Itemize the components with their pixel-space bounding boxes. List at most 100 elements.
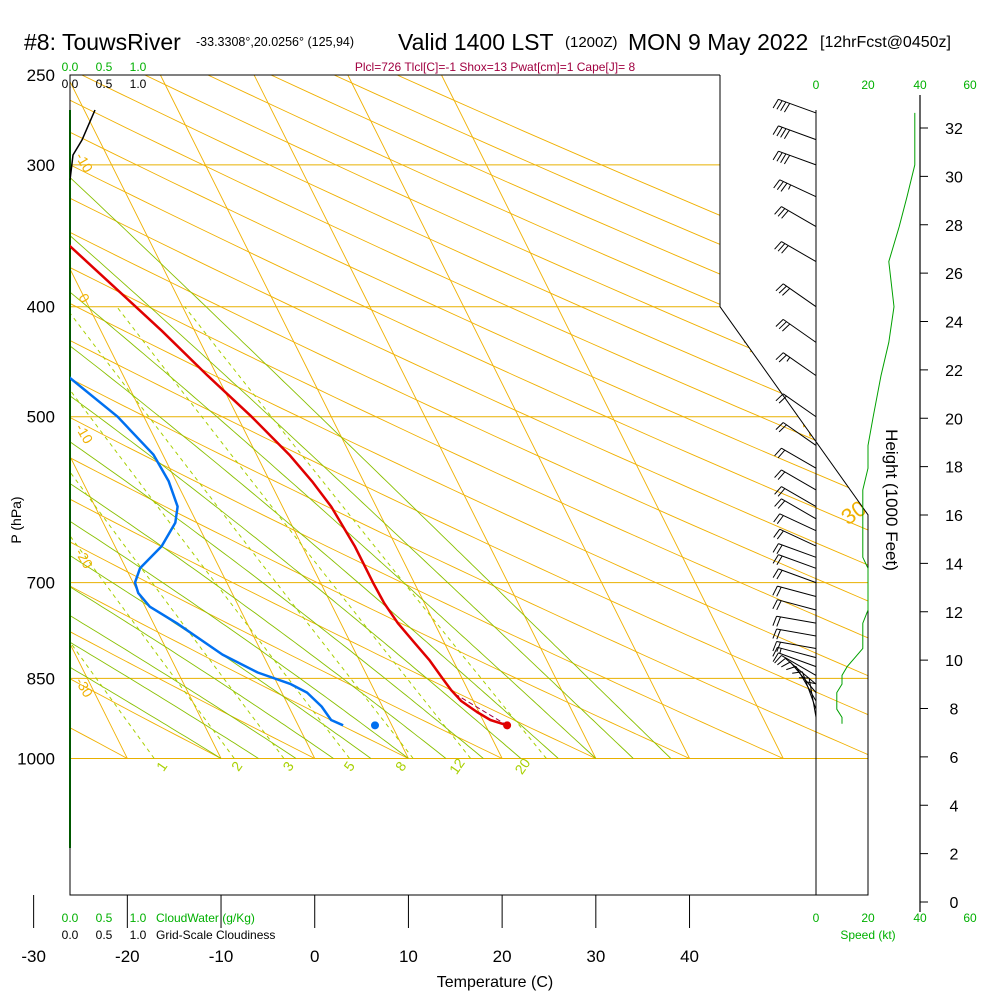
dry-adiabat-label: 0	[718, 225, 742, 253]
height-tick-label: 2	[950, 847, 959, 864]
moist-adiabat	[70, 75, 559, 759]
height-tick-label: 22	[945, 363, 963, 380]
wind-barb	[798, 677, 817, 718]
pressure-tick-label: 400	[27, 298, 55, 317]
dry-adiabat	[70, 75, 868, 759]
isotherm	[347, 75, 690, 759]
pressure-tick-label: 300	[27, 156, 55, 175]
wind-barb	[773, 528, 817, 547]
height-tick-label: 0	[950, 895, 959, 912]
wind-barb	[775, 422, 817, 446]
cloudiness-tick: 0.5	[96, 928, 113, 942]
wind-barb	[774, 498, 817, 520]
x-axis-title: Temperature (C)	[437, 974, 553, 991]
wind-speed-tick: 60	[963, 911, 977, 925]
dry-adiabat	[70, 75, 868, 759]
cloud-water-tick: 0.5	[96, 60, 113, 74]
height-tick-label: 4	[950, 798, 959, 815]
height-tick-label: 14	[945, 556, 963, 573]
wind-panel: 0 20 40 60 0 20 40 60	[772, 78, 977, 925]
wind-speed-tick: 0	[813, 78, 820, 92]
wind-speed-tick: 20	[861, 911, 875, 925]
pressure-tick-label: 850	[27, 669, 55, 688]
dry-adiabat	[70, 75, 868, 759]
wind-speed-tick: 40	[913, 911, 927, 925]
cloudiness-tick: 0.0	[62, 928, 79, 942]
wind-barb	[772, 628, 817, 640]
isotherm	[441, 75, 784, 759]
dry-adiabat	[70, 75, 409, 759]
dry-adiabat	[70, 75, 784, 759]
dry-adiabat	[165, 75, 868, 759]
thermo-grid	[70, 75, 868, 759]
isotherm	[253, 75, 597, 759]
moist-adiabat	[70, 75, 672, 759]
mixing-ratio-label: 2	[228, 758, 246, 774]
dry-adiabat	[70, 75, 868, 759]
wind-barb	[775, 283, 817, 308]
wind-barb	[774, 447, 817, 469]
mixing-ratio-line	[70, 306, 285, 759]
mixing-ratio-line	[70, 306, 350, 759]
temperature-trace	[70, 100, 508, 727]
dry-adiabat	[70, 75, 868, 759]
moist-adiabat	[70, 75, 334, 759]
cloud-water-tick: 0.0	[62, 60, 79, 74]
dry-adiabat	[70, 75, 868, 759]
wind-barb	[772, 543, 817, 558]
temp-tick-label: -20	[115, 947, 140, 966]
dry-adiabat	[70, 75, 222, 759]
cloudiness-profile	[69, 109, 96, 181]
wind-barb	[772, 585, 817, 597]
wind-barb	[774, 206, 817, 228]
dry-adiabat	[70, 75, 503, 759]
wind-barb	[775, 393, 817, 418]
height-tick-label: 30	[945, 169, 963, 186]
dry-adiabat	[227, 75, 868, 759]
mixing-ratio-label: 5	[340, 758, 358, 774]
height-tick-label: 24	[945, 315, 963, 332]
wind-barb	[772, 98, 817, 114]
dry-adiabat	[70, 75, 690, 759]
temp-tick-label: -30	[21, 947, 46, 966]
station-coords: -33.3308°,20.0256° (125,94)	[196, 35, 354, 49]
isotherm-label: -10	[72, 150, 96, 176]
wind-speed-tick: 40	[913, 78, 927, 92]
moist-adiabat	[70, 75, 522, 759]
date-label: MON 9 May 2022	[628, 29, 808, 55]
wind-barb	[775, 318, 817, 343]
cloud-water-tick: 1.0	[130, 60, 147, 74]
pressure-tick-label: 1000	[17, 749, 55, 768]
cloud-water-tick: 1.0	[130, 911, 147, 925]
wind-speed-tick: 60	[963, 78, 977, 92]
height-tick-label: 18	[945, 460, 963, 477]
speed-axis-title: Speed (kt)	[840, 928, 895, 942]
mixing-ratio-label: 3	[279, 758, 297, 774]
moist-adiabat	[70, 75, 409, 759]
wind-barb	[773, 179, 817, 198]
wind-barb	[774, 241, 817, 263]
wind-barb	[772, 652, 817, 668]
height-tick-label: 8	[950, 702, 959, 719]
wind-barb	[772, 568, 817, 584]
isotherm	[70, 75, 222, 759]
moist-adiabat	[70, 75, 634, 759]
valid-time: Valid 1400 LST	[398, 29, 554, 55]
wind-barb	[772, 615, 817, 627]
mixing-ratio-label: 1	[153, 758, 171, 774]
moist-adiabat	[70, 75, 372, 759]
isotherm	[70, 75, 409, 759]
wind-speed-tick: 20	[861, 78, 875, 92]
wind-barb	[772, 125, 817, 141]
dewpoint-trace	[70, 101, 344, 727]
dry-adiabat	[70, 75, 868, 759]
dry-adiabat-label: 30	[836, 495, 870, 530]
wind-barb	[772, 150, 817, 166]
dry-adiabat	[70, 75, 128, 759]
wind-barb	[774, 486, 817, 508]
pressure-tick-label: 700	[27, 574, 55, 593]
